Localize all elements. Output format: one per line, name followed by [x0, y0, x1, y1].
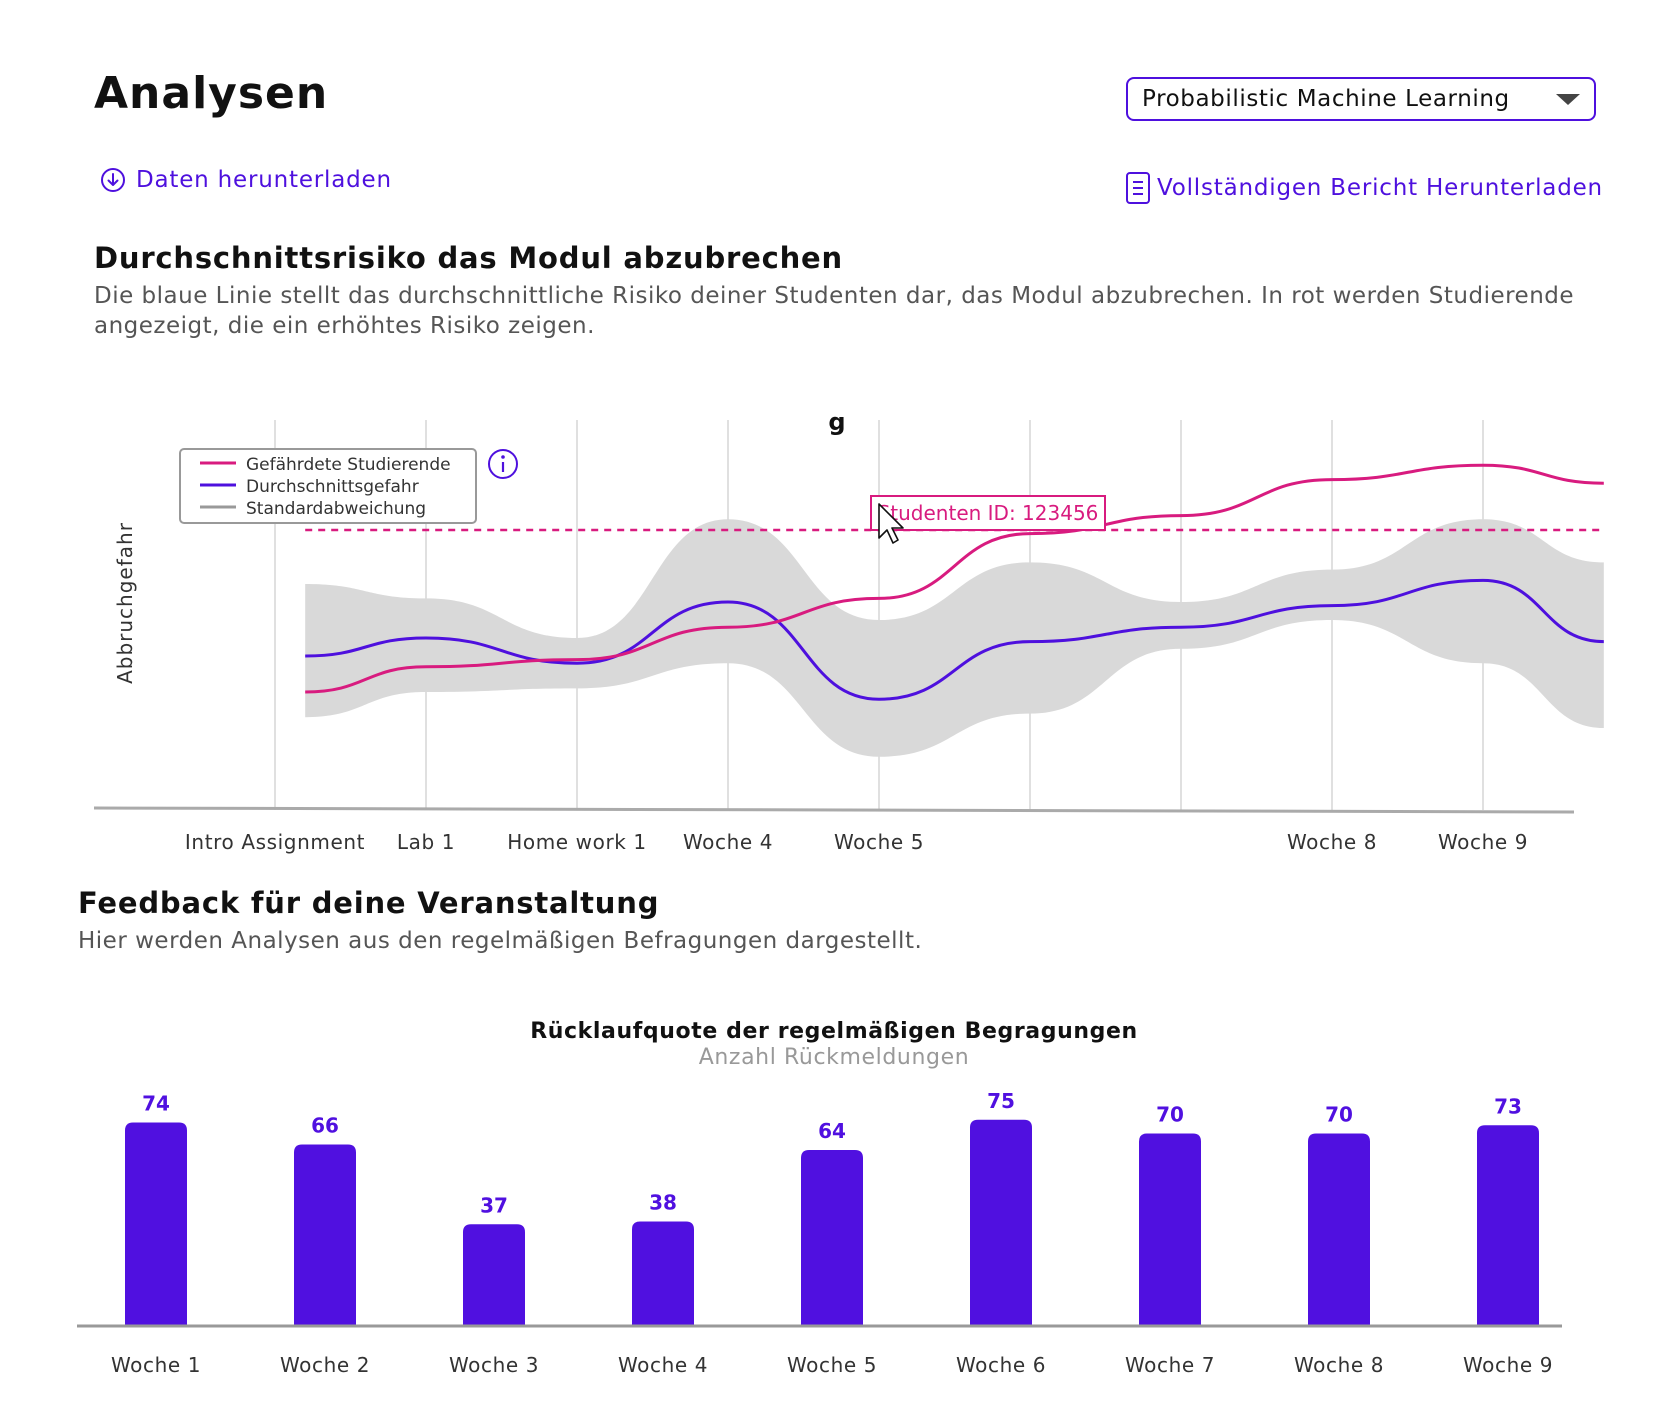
at-risk-students-line: [305, 463, 1604, 694]
risk-chart-legend: Gefährdete Studierende Durchschnittsgefa…: [179, 448, 477, 524]
x-tick-label: Woche 8: [1287, 830, 1377, 854]
bar-category-label: Woche 1: [111, 1353, 201, 1377]
x-tick-label: Woche 9: [1438, 830, 1528, 854]
average-risk-line: [305, 578, 1604, 701]
risk-x-axis: [93, 806, 1575, 814]
chevron-down-icon: [1556, 93, 1580, 105]
risk-chart-title: g: [828, 408, 845, 436]
bar[interactable]: [801, 1150, 863, 1326]
legend-label-average: Durchschnittsgefahr: [246, 477, 419, 497]
info-circle-icon[interactable]: [488, 449, 518, 479]
bar-category-label: Woche 3: [449, 1353, 539, 1377]
risk-x-ticks: Intro Assignment Lab 1 Home work 1 Woche 4 W…: [185, 830, 1528, 854]
bar[interactable]: [463, 1224, 525, 1326]
document-icon: [1126, 172, 1150, 204]
bar-chart-title: Rücklaufquote der regelmäßigen Begragung…: [530, 1019, 1138, 1044]
bar-category-label: Woche 6: [956, 1353, 1046, 1377]
risk-y-axis-label: Abbruchgefahr: [113, 522, 137, 684]
download-report-label: Vollständigen Bericht Herunterladen: [1157, 175, 1603, 201]
bar[interactable]: [632, 1221, 694, 1327]
x-tick-label: Home work 1: [507, 830, 647, 854]
x-tick-label: Intro Assignment: [185, 830, 365, 854]
risk-chart: g Intro Assignment Lab 1 Home work 1 Woche …: [93, 408, 1604, 854]
bar[interactable]: [125, 1122, 187, 1327]
bar-value-label: 75: [987, 1089, 1015, 1113]
bar-value-label: 64: [818, 1119, 846, 1143]
bar-category-label: Woche 4: [618, 1353, 708, 1377]
bar-value-label: 66: [311, 1114, 339, 1138]
tooltip-box: [870, 495, 1106, 531]
mouse-cursor-icon: [878, 503, 904, 544]
bar-category-label: Woche 8: [1294, 1353, 1384, 1377]
legend-label-std: Standardabweichung: [246, 499, 426, 519]
bar-value-label: 74: [142, 1092, 170, 1116]
bar[interactable]: [1139, 1133, 1201, 1327]
bar-value-label: 37: [480, 1193, 508, 1217]
response-rate-chart: Rücklaufquote der regelmäßigen Begragung…: [77, 1019, 1562, 1377]
std-deviation-band: [305, 519, 1604, 757]
bar[interactable]: [294, 1144, 356, 1327]
course-select[interactable]: Probabilistic Machine Learning: [1126, 77, 1596, 121]
x-tick-label: Woche 4: [683, 830, 773, 854]
legend-label-at-risk: Gefährdete Studierende: [246, 455, 451, 475]
bar-category-label: Woche 2: [280, 1353, 370, 1377]
course-select-value: Probabilistic Machine Learning: [1142, 86, 1510, 112]
x-tick-label: Lab 1: [397, 830, 455, 854]
feedback-section-title: Feedback für deine Veranstaltung: [78, 886, 660, 920]
download-report-link[interactable]: Vollständigen Bericht Herunterladen: [1125, 171, 1603, 205]
bar-group: 74 Woche 1 66 Woche 2 37 Woche 3 38 Woche 4 64 Wo…: [111, 1089, 1553, 1377]
bar[interactable]: [970, 1119, 1032, 1326]
bar-value-label: 73: [1494, 1094, 1522, 1118]
bar[interactable]: [1308, 1133, 1370, 1327]
x-tick-label: Woche 5: [834, 830, 924, 854]
bar-category-label: Woche 5: [787, 1353, 877, 1377]
bar-value-label: 70: [1156, 1103, 1184, 1127]
download-circle-icon: [101, 168, 125, 192]
legend-box: [179, 448, 477, 524]
tooltip-text: Studenten ID: 123456: [878, 501, 1099, 525]
risk-section-title: Durchschnittsrisiko das Modul abzubreche…: [94, 241, 843, 275]
risk-section-description: Die blaue Linie stellt das durchschnittl…: [94, 283, 1575, 339]
page-title: Analysen: [94, 68, 329, 119]
bar-chart-subtitle: Anzahl Rückmeldungen: [699, 1045, 970, 1070]
download-data-label: Daten herunterladen: [136, 167, 392, 193]
bar[interactable]: [1477, 1125, 1539, 1326]
bar-category-label: Woche 9: [1463, 1353, 1553, 1377]
download-data-link[interactable]: Daten herunterladen: [100, 167, 392, 193]
bar-value-label: 38: [649, 1191, 677, 1215]
feedback-section-description: Hier werden Analysen aus den regelmäßige…: [78, 928, 923, 954]
student-tooltip: Studenten ID: 123456: [870, 495, 1106, 531]
bar-value-label: 70: [1325, 1103, 1353, 1127]
bar-category-label: Woche 7: [1125, 1353, 1215, 1377]
